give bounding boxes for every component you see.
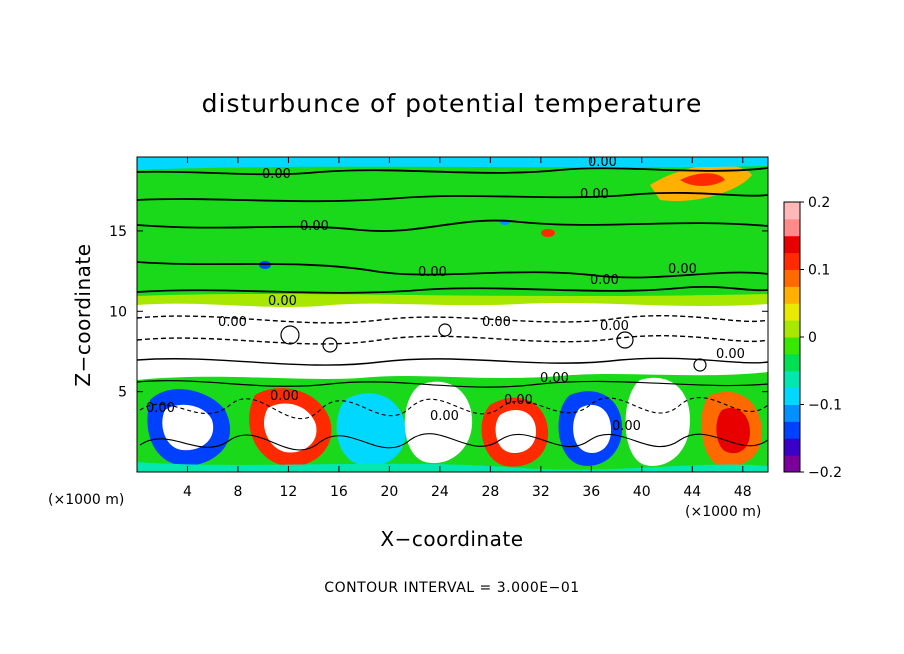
x-tick-label: 44 xyxy=(683,484,701,500)
contour-lines xyxy=(137,167,768,451)
contour-zero-lower xyxy=(137,261,768,279)
x-tick-label: 4 xyxy=(183,484,192,500)
plume-4 xyxy=(404,381,473,464)
z-axis: 5 10 15 xyxy=(109,224,768,401)
x-axis: 4 8 12 16 20 24 28 32 36 40 44 48 xyxy=(183,157,752,500)
z-tick-label: 15 xyxy=(109,224,127,240)
plume-2-core xyxy=(264,403,317,453)
plot-frame xyxy=(136,156,769,473)
x-tick-label: 32 xyxy=(532,484,550,500)
contour-wave-1 xyxy=(139,397,768,420)
colorbar-swatch xyxy=(784,252,800,270)
contour-eddy-3 xyxy=(438,323,452,337)
colorbar-swatch xyxy=(784,218,800,237)
contour-eddy-4 xyxy=(616,331,634,349)
colorbar-swatch xyxy=(784,303,800,321)
y-axis-label: Z−coordinate xyxy=(71,243,95,386)
contour-wave-2 xyxy=(139,433,768,451)
contour-label: 0.00 xyxy=(300,219,329,234)
contour-label: 0.00 xyxy=(668,262,697,277)
top-band-cyan xyxy=(137,157,768,170)
contour-label: 0.00 xyxy=(590,273,619,288)
chart-title: disturbunce of potential temperature xyxy=(202,89,703,118)
x-tick-label: 48 xyxy=(734,484,752,500)
colorbar-tick-label: −0.2 xyxy=(808,465,842,481)
colorbar-swatch xyxy=(784,387,800,405)
contour-label: 0.00 xyxy=(504,393,533,408)
contour-label: 0.00 xyxy=(600,319,629,334)
contour-dash-1 xyxy=(137,315,768,324)
plume-1-core xyxy=(162,404,214,451)
x-tick-label: 36 xyxy=(582,484,600,500)
colorbar-swatch xyxy=(784,353,800,372)
colorbar-swatch xyxy=(784,202,800,220)
x-axis-label: X−coordinate xyxy=(380,527,523,551)
cold-spot-a xyxy=(259,261,271,269)
colorbar-swatch xyxy=(784,404,800,422)
plume-8-core xyxy=(716,408,750,454)
contour-solid-2 xyxy=(137,380,768,388)
plume-6-core xyxy=(573,404,612,453)
contour-zero-base xyxy=(137,285,768,294)
contour-label: 0.00 xyxy=(270,389,299,404)
colorbar-swatch xyxy=(784,320,800,338)
contour-label: 0.00 xyxy=(580,187,609,202)
contour-eddy-2 xyxy=(322,337,338,353)
contour-label: 0.00 xyxy=(262,167,291,182)
x-tick-label: 8 xyxy=(233,484,242,500)
contour-label: 0.00 xyxy=(146,401,175,416)
contour-label: 0.00 xyxy=(540,371,569,386)
warm-anomaly-core xyxy=(680,173,725,186)
colorbar-tick-label: −0.1 xyxy=(808,398,842,414)
z-tick-label: 10 xyxy=(109,304,127,320)
contour-dash-2 xyxy=(137,335,768,345)
contour-label: 0.00 xyxy=(418,265,447,280)
x-tick-label: 24 xyxy=(431,484,449,500)
contour-label: 0.00 xyxy=(612,419,641,434)
colorbar-swatch xyxy=(784,235,800,254)
x-tick-label: 28 xyxy=(481,484,499,500)
colorbar: 0.2 0.1 0 −0.1 −0.2 xyxy=(783,195,842,481)
colorbar-tick-label: 0.2 xyxy=(808,195,830,211)
colorbar-tick-label: 0.1 xyxy=(808,263,830,279)
x-tick-label: 12 xyxy=(280,484,298,500)
contour-eddy-5 xyxy=(693,358,707,372)
colorbar-swatch xyxy=(784,370,800,389)
z-tick-label: 5 xyxy=(118,385,127,401)
contour-label-group: 0.00 0.00 0.00 0.00 0.00 0.00 0.00 0.00 … xyxy=(146,155,745,434)
x-tick-label: 20 xyxy=(380,484,398,500)
colorbar-swatch xyxy=(784,286,800,304)
colorbar-swatch xyxy=(784,337,800,355)
contour-zero-mid xyxy=(137,219,768,232)
colorbar-swatch xyxy=(784,455,800,473)
colorbar-swatch xyxy=(784,438,800,456)
warm-spot xyxy=(541,229,555,237)
contour-label: 0.00 xyxy=(716,347,745,362)
contour-label: 0.00 xyxy=(482,315,511,330)
contour-label: 0.00 xyxy=(430,409,459,424)
contour-label: 0.00 xyxy=(268,294,297,309)
contour-interval-note: CONTOUR INTERVAL = 3.000E−01 xyxy=(324,580,579,596)
contour-zero-top xyxy=(137,167,768,176)
contour-label: 0.00 xyxy=(588,155,617,170)
colorbar-tick-label: 0 xyxy=(808,330,817,346)
colorbar-swatch xyxy=(784,421,800,439)
contour-zero-upper xyxy=(137,191,768,203)
x-unit-label: (×1000 m) xyxy=(48,492,124,508)
plume-5-core xyxy=(495,410,537,454)
contour-eddy-1 xyxy=(280,325,300,345)
x-unit-label-right: (×1000 m) xyxy=(685,504,761,520)
colorbar-swatch xyxy=(784,269,800,287)
surface-band xyxy=(137,462,768,472)
contour-label: 0.00 xyxy=(218,315,247,330)
x-tick-label: 16 xyxy=(330,484,348,500)
plot-area: 0.00 0.00 0.00 0.00 0.00 0.00 0.00 0.00 … xyxy=(137,155,768,472)
x-tick-label: 40 xyxy=(633,484,651,500)
